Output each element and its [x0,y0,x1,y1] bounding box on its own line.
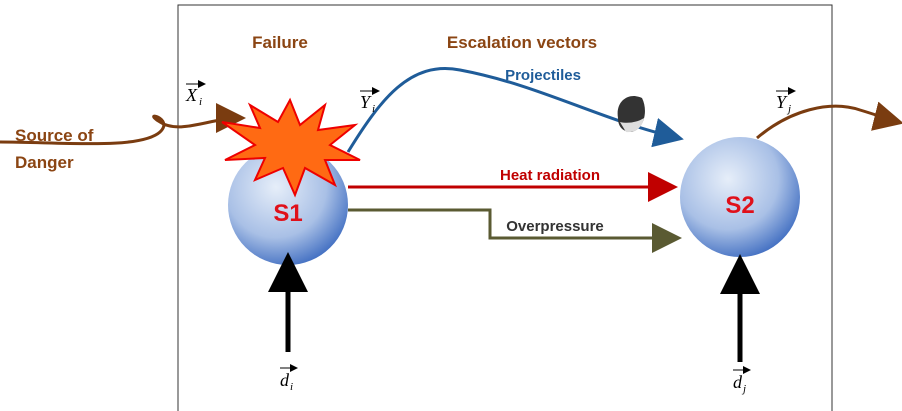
vector-sub: i [372,103,375,115]
projectile-icon [620,118,644,133]
vector-symbol: Y i [360,87,380,115]
vector-sub: j [786,103,791,115]
vector-symbol: d j [733,366,751,395]
node-label: S2 [725,192,754,219]
vector-sub: j [741,383,746,395]
vector-symbol: X i [185,80,206,108]
vector-sub: i [290,381,293,393]
vector-base: d [733,372,743,392]
explosion [221,97,361,198]
source-label: Source of [15,126,94,145]
overpressure-arrow [348,208,682,253]
source-arrow [0,103,246,146]
failure-header: Failure [252,33,308,52]
projectiles-arrow [346,67,684,153]
vector-label: Heat radiation [500,167,600,184]
vector-base: Y [360,92,372,112]
vector-symbol: d i [280,364,298,393]
vector-sub: i [199,96,202,108]
output-arrow [756,101,902,140]
frame [177,4,833,411]
vector-label: Projectiles [505,67,581,84]
source-label: Danger [15,153,74,172]
vector-base: d [280,370,290,390]
vector-base: Y [776,92,788,112]
vector-label: Overpressure [506,218,604,235]
vector-base: X [185,85,198,105]
vector-symbol: Y j [776,87,796,115]
node-label: S1 [273,200,302,227]
escalation-header: Escalation vectors [447,33,597,52]
node-sphere [680,137,800,257]
